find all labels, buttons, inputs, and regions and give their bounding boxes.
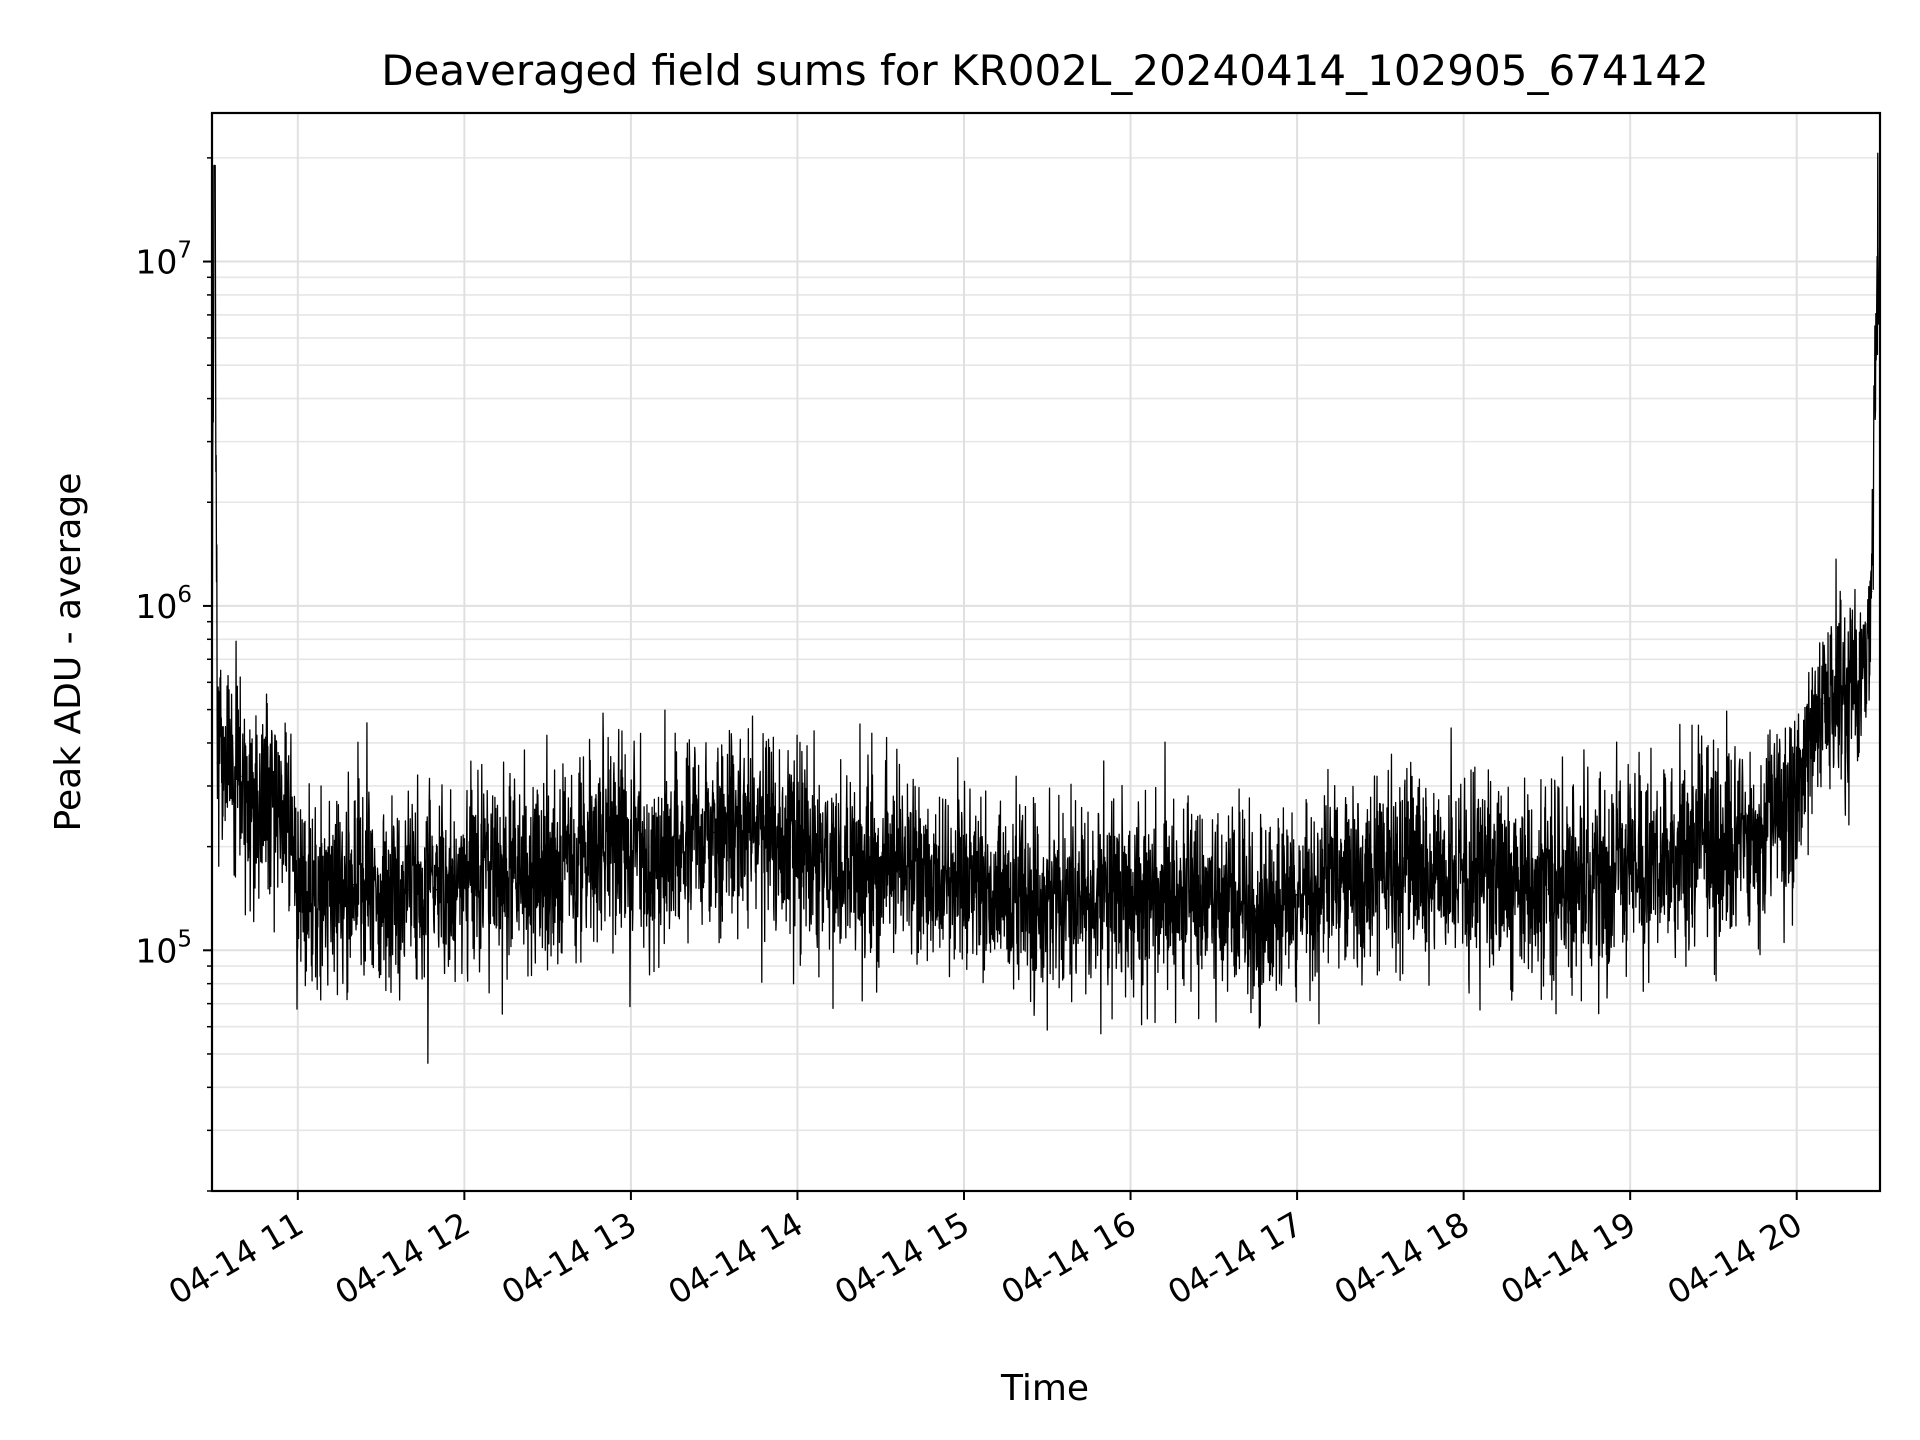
data-point: [241, 775, 244, 778]
y-tick-label: 107: [135, 238, 192, 282]
data-point: [630, 857, 632, 860]
data-point: [1379, 874, 1382, 877]
y-tick-label: 106: [135, 582, 192, 626]
data-point: [297, 888, 299, 891]
data-point: [1865, 658, 1867, 661]
data-point: [588, 853, 591, 856]
data-point: [1004, 888, 1007, 891]
data-point: [1546, 888, 1548, 891]
data-point: [963, 879, 965, 881]
data-point: [1712, 845, 1715, 848]
data-point: [283, 806, 285, 809]
data-point: [1837, 691, 1840, 694]
data-point: [1823, 702, 1826, 705]
data-point: [1462, 865, 1465, 868]
data-point: [796, 835, 799, 837]
data-point: [408, 888, 410, 891]
data-point: [921, 870, 924, 872]
data-point: [269, 785, 271, 787]
data-point: [1809, 724, 1812, 727]
data-point: [1851, 681, 1854, 684]
data-point: [233, 795, 235, 798]
data-point: [838, 861, 840, 864]
data-point: [1795, 812, 1798, 815]
y-axis-label: Peak ADU - average: [48, 473, 89, 832]
chart-title: Deaveraged field sums for KR002L_2024041…: [381, 46, 1709, 95]
data-point: [1254, 910, 1257, 912]
data-point: [216, 762, 219, 764]
data-point: [1629, 870, 1631, 872]
data-point: [1421, 870, 1423, 872]
data-point: [1671, 857, 1673, 860]
series-layer: [210, 152, 1881, 1064]
data-point: [546, 870, 549, 872]
series-line: [211, 152, 1881, 1064]
data-point: [255, 812, 257, 815]
data-point: [1296, 893, 1298, 896]
data-point: [1213, 904, 1215, 907]
data-point: [1754, 831, 1756, 834]
y-tick-label: 105: [135, 926, 192, 970]
data-point: [1587, 883, 1590, 886]
data-point: [1171, 904, 1173, 907]
data-point: [380, 893, 382, 896]
data-point: [879, 865, 882, 868]
x-axis-label: Time: [1000, 1368, 1089, 1409]
data-point: [602, 838, 604, 841]
data-point: [219, 708, 221, 711]
data-point: [1088, 893, 1090, 896]
data-point: [1129, 899, 1132, 901]
data-point: [463, 874, 466, 877]
data-point: [505, 865, 507, 868]
data-point: [755, 828, 757, 830]
data-point: [713, 831, 715, 834]
data-point: [1337, 879, 1340, 881]
data-point: [227, 742, 230, 744]
data-point: [1876, 268, 1879, 271]
data-point: [671, 845, 674, 848]
data-point: [324, 899, 327, 901]
data-point: [1870, 590, 1873, 593]
grid-layer: [212, 113, 1880, 1192]
data-point: [213, 164, 216, 167]
data-point: [1504, 879, 1507, 881]
plot-area-frame: [210, 111, 1882, 1193]
data-point: [1046, 899, 1049, 901]
data-point: [352, 883, 355, 886]
data-point: [435, 888, 438, 891]
data-point: [222, 785, 224, 787]
